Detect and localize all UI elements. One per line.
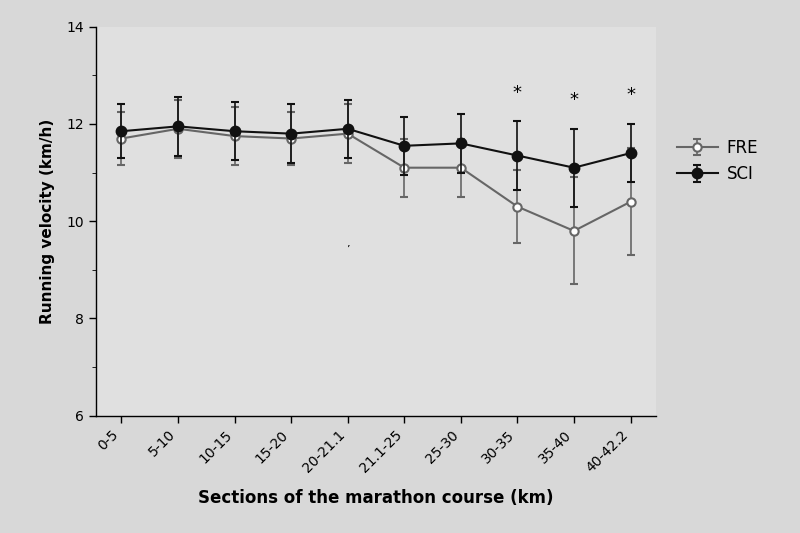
Y-axis label: Running velocity (km/h): Running velocity (km/h) [41, 118, 55, 324]
Text: *: * [513, 84, 522, 102]
Text: *: * [570, 91, 578, 109]
Text: ’: ’ [346, 245, 350, 255]
Legend: FRE, SCI: FRE, SCI [670, 132, 765, 190]
Text: *: * [626, 86, 635, 104]
X-axis label: Sections of the marathon course (km): Sections of the marathon course (km) [198, 489, 554, 507]
